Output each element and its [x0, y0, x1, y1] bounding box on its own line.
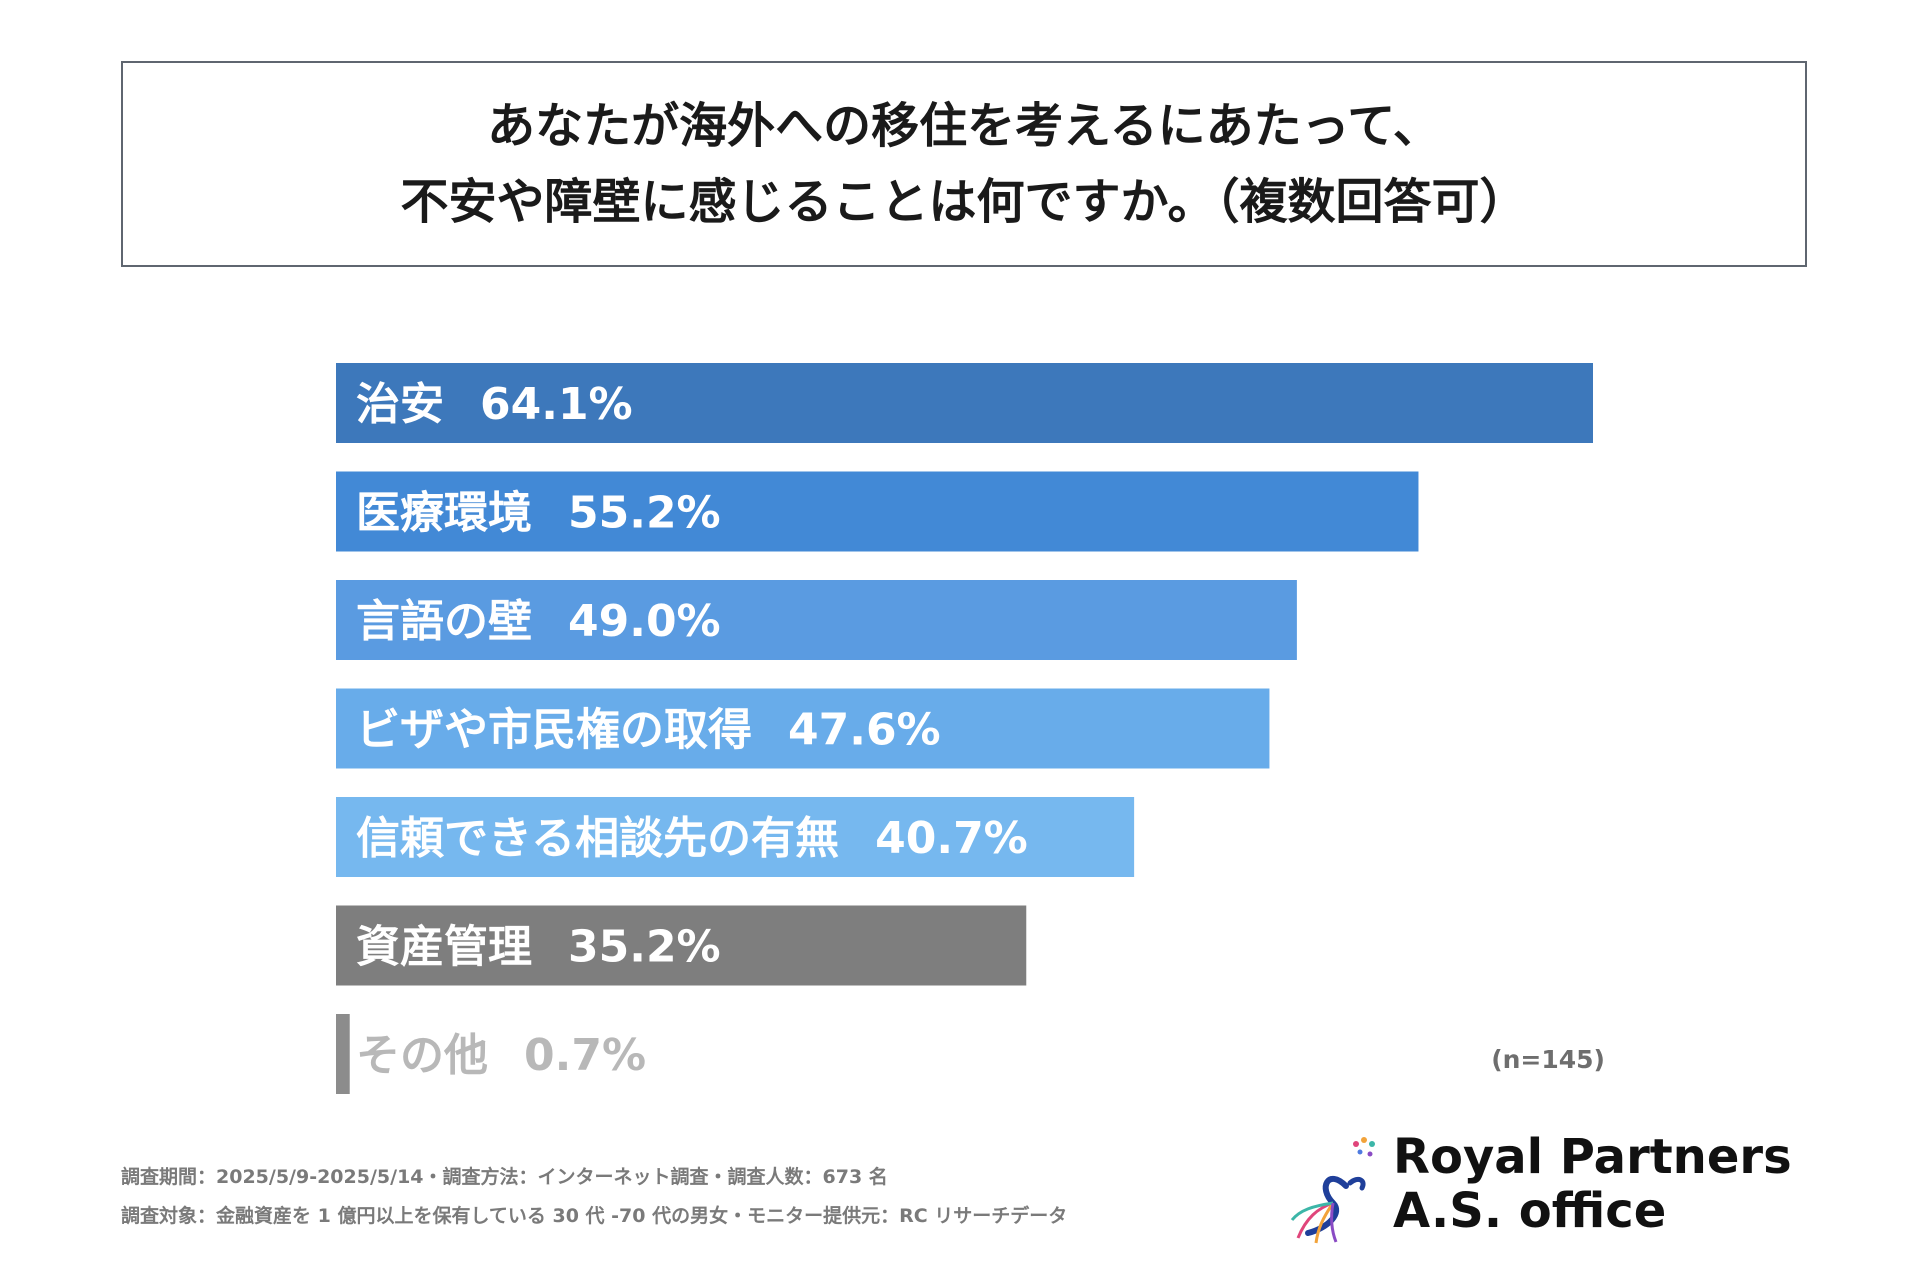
bar-7: [336, 1014, 350, 1094]
bar-1: [336, 363, 1593, 443]
bar-category-label: 資産管理: [356, 922, 532, 973]
bar-category-label: 医療環境: [356, 488, 532, 539]
bar-4: [336, 688, 1270, 769]
bar-value-label: 55.2%: [568, 488, 721, 539]
chart-title-line-2: 不安や障壁に感じることは何ですか。（複数回答可）: [400, 174, 1528, 230]
bar-label-5: 信頼できる相談先の有無 40.7%: [356, 813, 1028, 864]
bar-category-label: 治安: [356, 379, 444, 430]
bar-category-label: 言語の壁: [356, 596, 532, 647]
bar-value-label: 64.1%: [480, 379, 633, 430]
bar-category-label: 信頼できる相談先の有無: [356, 813, 839, 864]
bar-category-label: ビザや市民権の取得: [356, 705, 752, 756]
bar-label-1: 治安 64.1%: [356, 379, 633, 430]
bar-5: [336, 797, 1135, 877]
bar-label-2: 医療環境 55.2%: [356, 488, 721, 539]
bar-label-7: その他 0.7%: [356, 1030, 646, 1081]
bar-value-label: 35.2%: [568, 922, 721, 973]
peacock-icon: [1290, 1137, 1375, 1244]
survey-footnote-target: 調査対象：金融資産を 1 億円以上を保有している 30 代 -70 代の男女・モ…: [121, 1205, 1068, 1227]
bar-category-label: その他: [356, 1030, 488, 1081]
bar-value-label: 40.7%: [875, 813, 1028, 864]
logo-text-line-2: A.S. office: [1393, 1183, 1667, 1239]
bar-label-3: 言語の壁 49.0%: [356, 596, 721, 647]
company-logo: Royal Partners A.S. office: [1288, 1128, 1828, 1248]
bar-label-4: ビザや市民権の取得 47.6%: [356, 705, 941, 756]
chart-title-box: あなたが海外への移住を考えるにあたって、 不安や障壁に感じることは何ですか。（複…: [121, 61, 1807, 267]
survey-footnote-period: 調査期間：2025/5/9-2025/5/14・調査方法：インターネット調査・調…: [121, 1166, 888, 1188]
logo-text: Royal Partners A.S. office: [1393, 1130, 1792, 1238]
bar-label-6: 資産管理 35.2%: [356, 922, 721, 973]
bar-3: [336, 580, 1297, 660]
bar-value-label: 0.7%: [524, 1030, 646, 1081]
bar-2: [336, 471, 1419, 552]
bar-value-label: 49.0%: [568, 596, 721, 647]
chart-title-line-1: あなたが海外への移住を考えるにあたって、: [487, 98, 1441, 154]
sample-size-label: (n=145): [1491, 1045, 1605, 1074]
logo-text-line-1: Royal Partners: [1393, 1129, 1792, 1185]
bar-value-label: 47.6%: [788, 705, 941, 756]
bar-6: [336, 905, 1027, 986]
